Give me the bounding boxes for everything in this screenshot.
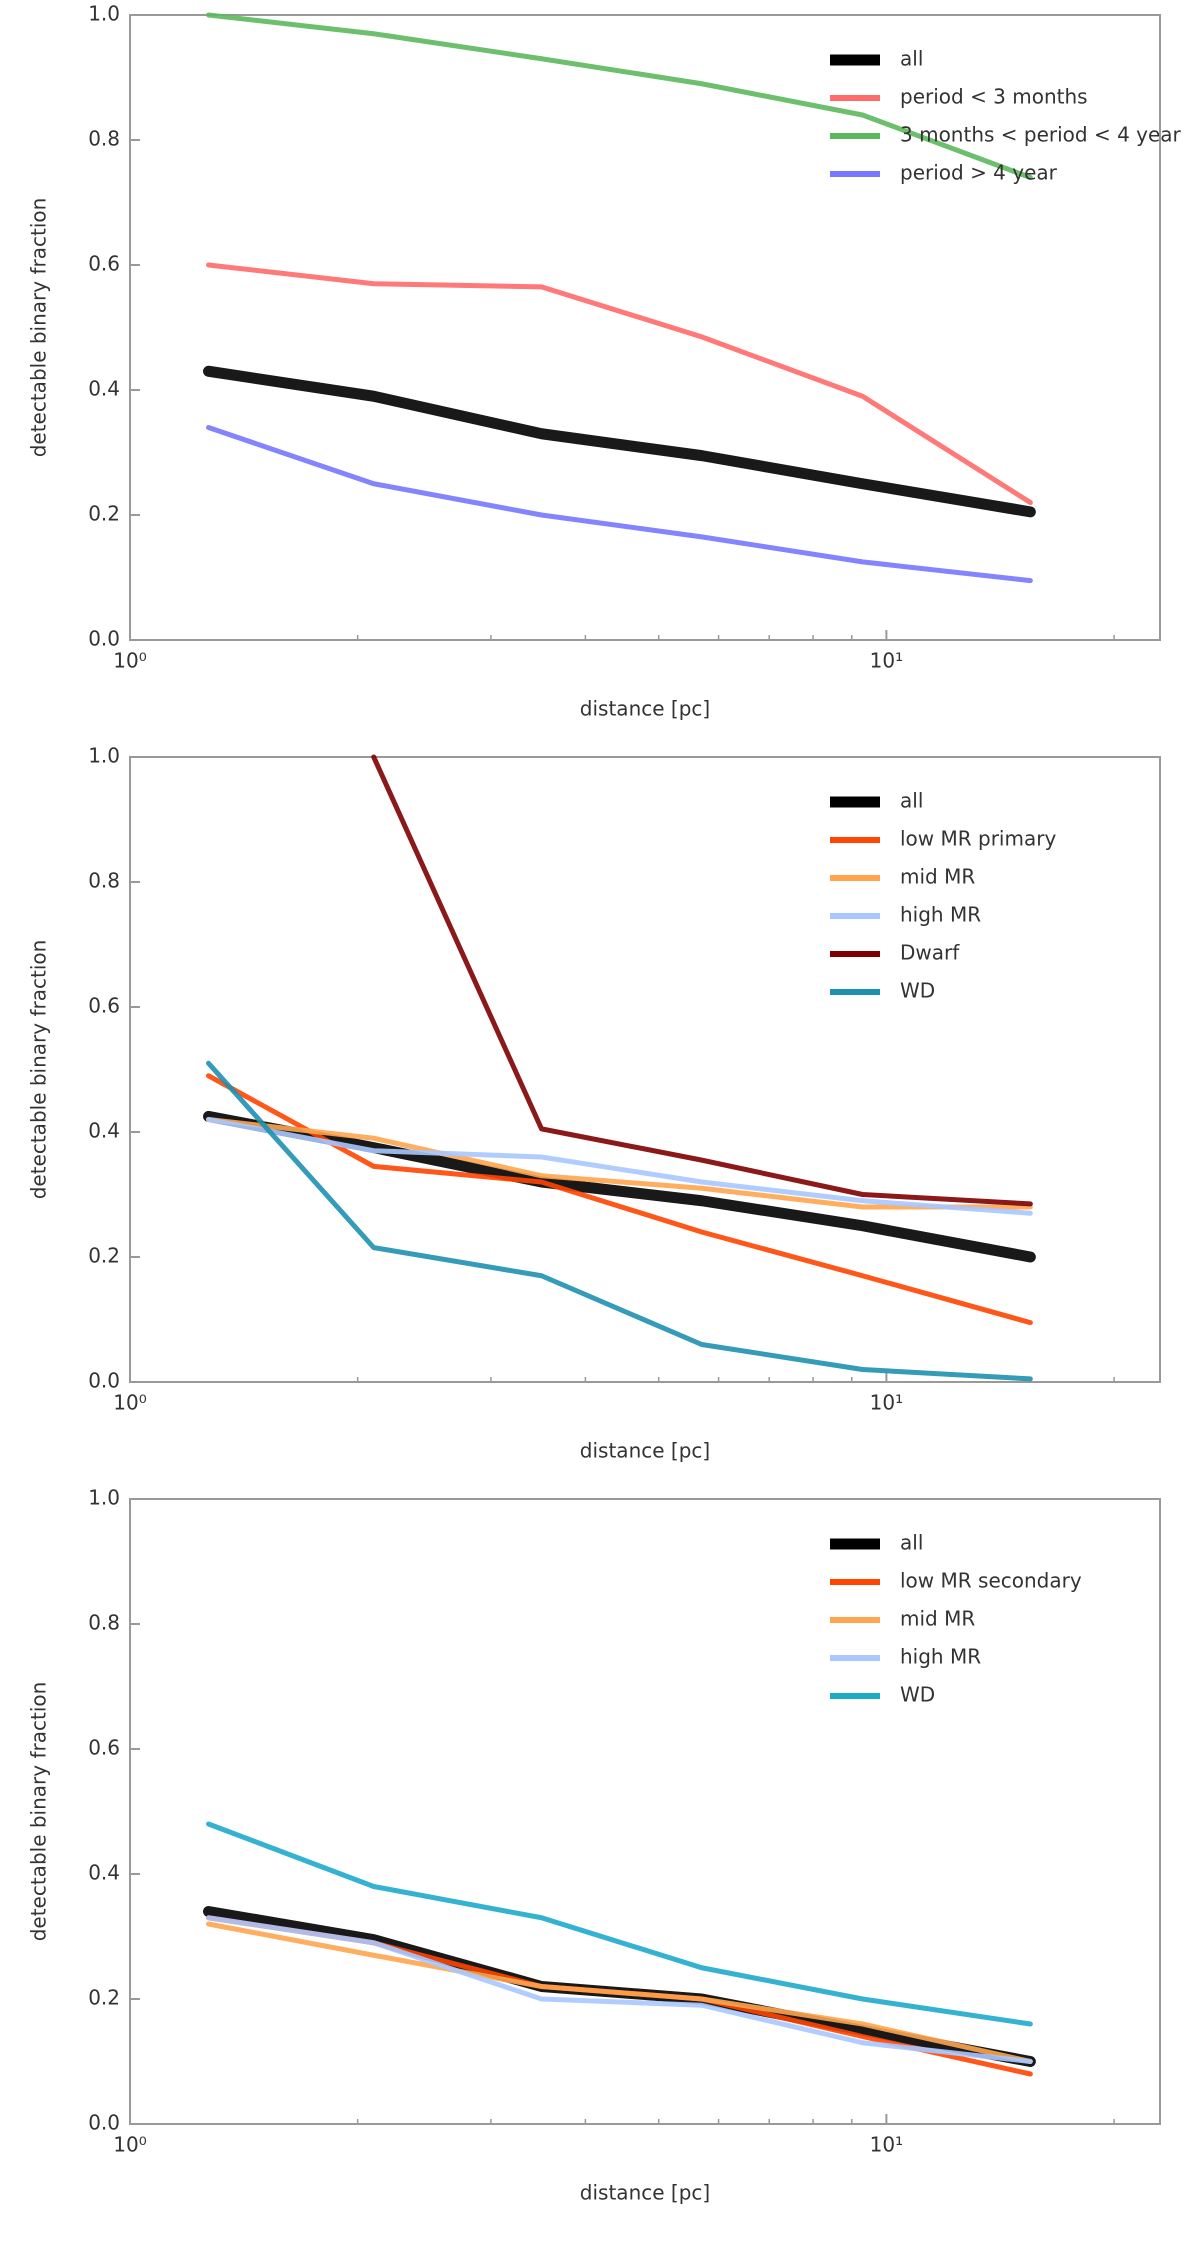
legend-label: high MR (900, 903, 981, 927)
series-line (371, 754, 1033, 1207)
y-tick-label: 0.8 (88, 127, 120, 151)
legend-label: mid MR (900, 865, 975, 889)
x-tick-label: 10⁰ (113, 2133, 146, 2157)
x-axis-label: distance [pc] (580, 2181, 710, 2205)
legend-label: high MR (900, 1645, 981, 1669)
series-line (206, 1073, 1033, 1326)
x-tick-label: 10⁰ (113, 649, 146, 673)
y-tick-label: 1.0 (88, 744, 120, 768)
y-tick-label: 0.2 (88, 1244, 120, 1268)
series-line (206, 1117, 1033, 1216)
series-line (206, 262, 1033, 505)
series-line (206, 425, 1033, 584)
y-tick-label: 0.4 (88, 1861, 120, 1885)
y-tick-label: 0.4 (88, 377, 120, 401)
series-line (206, 12, 1033, 180)
y-tick-label: 1.0 (88, 2, 120, 26)
panel: 0.0 0.2 0.4 0.6 0.8 1.0 10⁰ 10¹ distance [pc] det… (27, 744, 1161, 1463)
y-tick-label: 0.0 (88, 2111, 120, 2135)
legend-label: period > 4 year (900, 161, 1058, 185)
legend-label: all (900, 789, 923, 813)
legend-label: 3 months < period < 4 year (900, 123, 1182, 147)
y-tick-label: 0.6 (88, 994, 120, 1018)
series-line (206, 1821, 1033, 2027)
legend-label: all (900, 1531, 923, 1555)
y-tick-label: 0.2 (88, 502, 120, 526)
legend-label: WD (900, 979, 935, 1003)
series-line (206, 1060, 1033, 1382)
x-tick-label: 10¹ (870, 649, 903, 673)
legend-label: low MR secondary (900, 1569, 1082, 1593)
x-tick-label: 10¹ (870, 1391, 903, 1415)
y-tick-label: 1.0 (88, 1486, 120, 1510)
y-tick-label: 0.8 (88, 869, 120, 893)
series-line (203, 1110, 1036, 1263)
x-axis-label: distance [pc] (580, 1439, 710, 1463)
y-axis-label: detectable binary fraction (27, 198, 51, 458)
legend-label: WD (900, 1683, 935, 1707)
y-tick-label: 0.8 (88, 1611, 120, 1635)
legend-label: mid MR (900, 1607, 975, 1631)
y-tick-label: 0.6 (88, 1736, 120, 1760)
y-axis-label: detectable binary fraction (27, 940, 51, 1200)
y-tick-label: 0.0 (88, 627, 120, 651)
series-line (206, 1117, 1033, 1210)
legend-label: period < 3 months (900, 85, 1088, 109)
legend-label: low MR primary (900, 827, 1056, 851)
x-tick-label: 10¹ (870, 2133, 903, 2157)
x-axis-label: distance [pc] (580, 697, 710, 721)
panel: 0.0 0.2 0.4 0.6 0.8 1.0 10⁰ 10¹ distance [pc] det… (27, 2, 1182, 721)
y-tick-label: 0.4 (88, 1119, 120, 1143)
legend-label: Dwarf (900, 941, 960, 965)
y-tick-label: 0.6 (88, 252, 120, 276)
panel: 0.0 0.2 0.4 0.6 0.8 1.0 10⁰ 10¹ distance [pc] det… (27, 1486, 1161, 2205)
series-line (206, 1921, 1033, 2064)
x-tick-label: 10⁰ (113, 1391, 146, 1415)
plot-frame (129, 756, 1161, 1383)
y-tick-label: 0.2 (88, 1986, 120, 2010)
y-tick-label: 0.0 (88, 1369, 120, 1393)
series-line (206, 1915, 1033, 2064)
y-axis-label: detectable binary fraction (27, 1682, 51, 1942)
plot-frame (129, 1498, 1161, 2125)
series-line (203, 365, 1036, 518)
plot-frame (129, 14, 1161, 641)
legend-label: all (900, 47, 923, 71)
